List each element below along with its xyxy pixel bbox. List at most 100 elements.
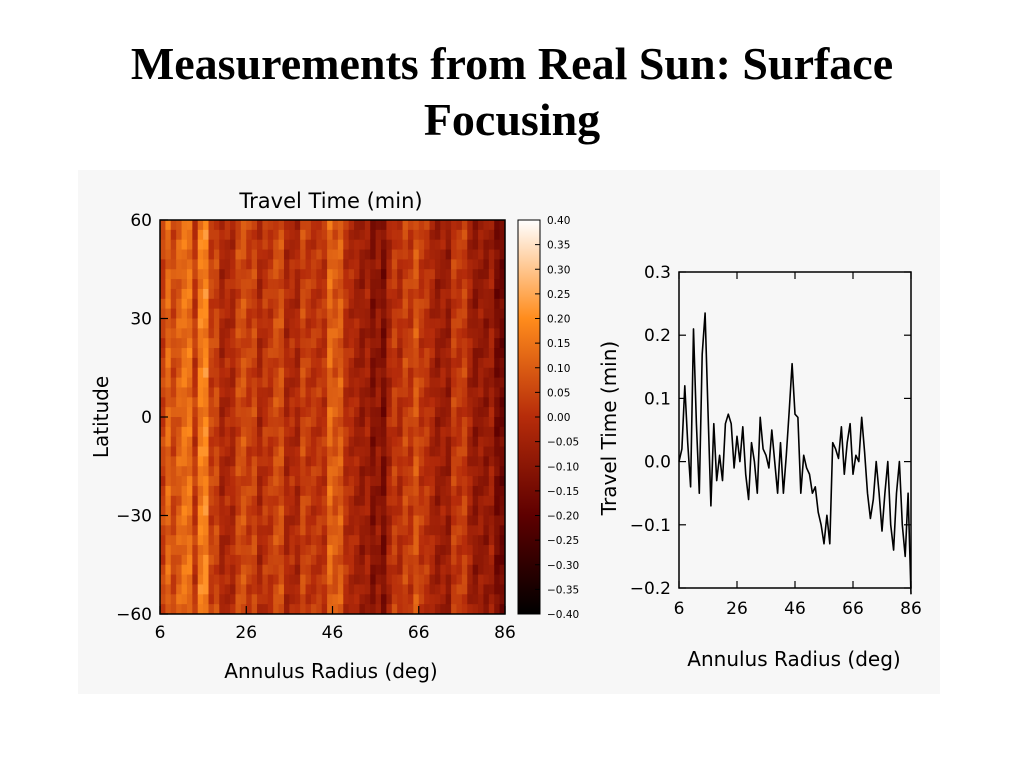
heatmap-cell: [429, 574, 436, 586]
heatmap-cell: [478, 495, 485, 507]
heatmap-cell: [327, 584, 334, 595]
colorbar-tick-label: 0.00: [547, 412, 570, 424]
heatmap-cell: [273, 259, 280, 270]
heatmap-cell: [176, 338, 183, 349]
heatmap-cell: [332, 367, 339, 379]
heatmap-cell: [321, 308, 328, 320]
heatmap-cell: [165, 505, 172, 517]
heatmap-cell: [273, 545, 280, 556]
heatmap-cell: [494, 318, 501, 329]
heatmap-cell: [402, 269, 409, 280]
heatmap-cell: [461, 604, 468, 614]
heatmap-cell: [359, 485, 366, 497]
heatmap-cell: [494, 535, 501, 546]
heatmap-cell: [283, 367, 290, 379]
heatmap-cell: [219, 466, 226, 477]
heatmap-cell: [181, 495, 188, 507]
heatmap-cell: [445, 407, 452, 418]
heatmap-cell: [257, 397, 264, 408]
heatmap-cell: [434, 357, 441, 369]
heatmap-cell: [364, 338, 371, 349]
heatmap-cell: [246, 308, 253, 320]
heatmap-cell: [456, 495, 463, 507]
heatmap-cell: [467, 446, 474, 457]
heatmap-cell: [424, 259, 431, 270]
heatmap-cell: [445, 417, 452, 428]
heatmap-cell: [429, 318, 436, 329]
heatmap-cell: [273, 525, 280, 536]
heatmap-cell: [305, 446, 312, 457]
heatmap-cell: [300, 515, 307, 526]
heatmap-cell: [461, 515, 468, 526]
heatmap-cell: [316, 249, 323, 260]
heatmap-cell: [456, 604, 463, 614]
heatmap-cell: [391, 426, 398, 438]
heatmap-cell: [176, 377, 183, 389]
heatmap-cell: [278, 288, 285, 300]
heatmap-cell: [440, 456, 447, 467]
heatmap-cell: [483, 387, 490, 398]
heatmap-cell: [359, 328, 366, 339]
heatmap-cell: [499, 505, 505, 517]
heatmap-cell: [402, 229, 409, 241]
heatmap-cell: [246, 348, 253, 359]
heatmap-cell: [343, 535, 350, 546]
heatmap-cell: [316, 338, 323, 349]
heatmap-cell: [224, 485, 231, 497]
heatmap-cell: [381, 387, 388, 398]
heatmap-cell: [397, 584, 404, 595]
heatmap-cell: [488, 239, 495, 251]
heatmap-cell: [402, 525, 409, 536]
heatmap-cell: [494, 554, 501, 566]
heatmap-cell: [359, 594, 366, 605]
heatmap-cell: [170, 407, 177, 418]
heatmap-cell: [213, 505, 220, 517]
heatmap-cell: [483, 259, 490, 270]
heatmap-cell: [230, 308, 237, 320]
heatmap-cell: [343, 269, 350, 280]
heatmap-cell: [424, 288, 431, 300]
heatmap-cell: [354, 485, 361, 497]
heatmap-cell: [165, 259, 172, 270]
heatmap-cell: [305, 249, 312, 260]
heatmap-cell: [160, 229, 166, 241]
heatmap-cell: [176, 525, 183, 536]
heatmap-cell: [310, 328, 317, 339]
heatmap-cell: [494, 525, 501, 536]
heatmap-cell: [375, 505, 382, 517]
heatmap-cell: [278, 574, 285, 586]
heatmap-cell: [402, 308, 409, 320]
heatmap-cell: [208, 426, 215, 438]
heatmap-cell: [337, 338, 344, 349]
heatmap-cell: [440, 220, 447, 231]
heatmap-cell: [354, 574, 361, 586]
heatmap-cell: [418, 554, 425, 566]
heatmap-cell: [413, 318, 420, 329]
heatmap-cell: [386, 288, 393, 300]
heatmap-cell: [192, 279, 199, 290]
heatmap-cell: [445, 357, 452, 369]
heatmap-cell: [391, 259, 398, 270]
heatmap-cell: [251, 367, 258, 379]
heatmap-cell: [267, 387, 274, 398]
heatmap-cell: [386, 377, 393, 389]
heatmap-cell: [494, 328, 501, 339]
heatmap-cell: [235, 308, 242, 320]
heatmap-cell: [359, 584, 366, 595]
heatmap-cell: [402, 259, 409, 270]
heatmap-cell: [381, 505, 388, 517]
heatmap-cell: [359, 239, 366, 251]
heatmap-cell: [294, 298, 301, 310]
heatmap-cell: [488, 417, 495, 428]
heatmap-cell: [267, 288, 274, 300]
heatmap-cell: [294, 515, 301, 526]
heatmap-cell: [359, 446, 366, 457]
heatmap-cell: [283, 387, 290, 398]
heatmap-cell: [230, 574, 237, 586]
heatmap-cell: [440, 417, 447, 428]
heatmap-cell: [359, 338, 366, 349]
heatmap-cell: [402, 564, 409, 576]
heatmap-cell: [429, 466, 436, 477]
heatmap-cell: [483, 377, 490, 389]
heatmap-cell: [451, 367, 458, 379]
